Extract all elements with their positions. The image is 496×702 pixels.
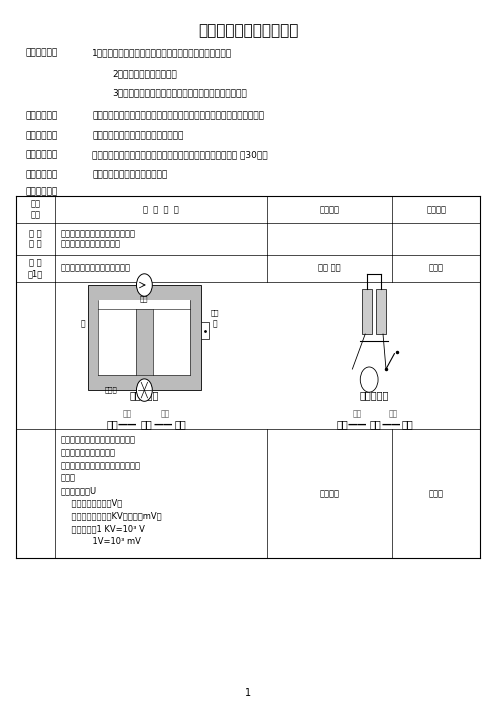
Text: 四、电压和电压表的使用: 四、电压和电压表的使用 <box>198 23 298 38</box>
Text: 电学实验组合箱，（电池两节、小灯泡、开关、电压表、导线 共30组）: 电学实验组合箱，（电池两节、小灯泡、开关、电压表、导线 共30组） <box>92 151 268 159</box>
Circle shape <box>136 274 152 296</box>
Circle shape <box>136 379 152 402</box>
Text: 水泵: 水泵 <box>106 420 118 430</box>
Bar <box>98 300 136 375</box>
Text: 形成: 形成 <box>388 409 398 418</box>
Text: ——: —— <box>153 420 173 430</box>
Text: 单位换算：1 KV=10³ V: 单位换算：1 KV=10³ V <box>61 524 145 533</box>
Text: 提 问
引 入: 提 问 引 入 <box>29 229 42 249</box>
Text: 探究串联电路和并联电路中电压的规律: 探究串联电路和并联电路中电压的规律 <box>92 131 184 140</box>
Text: A: A <box>367 376 372 383</box>
Text: 1V=10³ mV: 1V=10³ mV <box>61 536 141 545</box>
Text: 小灯泡亮是因为有电流通过灯泡，: 小灯泡亮是因为有电流通过灯泡， <box>61 436 136 445</box>
Text: 电压。: 电压。 <box>61 474 76 482</box>
Text: 讲 解
（1）: 讲 解 （1） <box>28 258 43 278</box>
Text: 【教学过程】: 【教学过程】 <box>25 187 58 197</box>
Bar <box>87 285 201 390</box>
Text: 电压: 电压 <box>370 420 381 430</box>
Text: 电压是形成电流的原因。: 电压是形成电流的原因。 <box>61 449 116 458</box>
Text: ——: —— <box>347 420 367 430</box>
Text: 保持: 保持 <box>123 409 132 418</box>
Text: 【实验器材】: 【实验器材】 <box>25 151 58 159</box>
Text: 【教学方法】: 【教学方法】 <box>25 171 58 179</box>
Text: 多媒体: 多媒体 <box>429 489 444 498</box>
Bar <box>376 289 386 334</box>
Text: ——: —— <box>381 420 401 430</box>
Bar <box>153 300 190 375</box>
Circle shape <box>360 367 378 392</box>
Text: 理解记忆: 理解记忆 <box>319 489 339 498</box>
Bar <box>136 309 153 375</box>
Text: 讨论 回答: 讨论 回答 <box>318 264 341 273</box>
Text: 2、学会正确使用电压表。: 2、学会正确使用电压表。 <box>112 69 177 79</box>
Text: 国际单位：伏特（V）: 国际单位：伏特（V） <box>61 499 122 508</box>
Text: 保持: 保持 <box>353 409 362 418</box>
Text: 讨论、归纳、实验、观察、探究: 讨论、归纳、实验、观察、探究 <box>92 171 168 179</box>
Text: 电源: 电源 <box>336 420 348 430</box>
Bar <box>362 289 372 334</box>
Text: 水流的形成: 水流的形成 <box>129 390 159 400</box>
Text: 多媒体: 多媒体 <box>429 264 444 273</box>
Text: 甲: 甲 <box>80 319 85 328</box>
Text: 水流、电流类比，得出电压概念: 水流、电流类比，得出电压概念 <box>61 264 131 273</box>
Text: 1: 1 <box>245 688 251 698</box>
Text: 水轮机: 水轮机 <box>105 387 117 393</box>
Text: 教学媒体: 教学媒体 <box>426 205 446 214</box>
Text: 电流的形成: 电流的形成 <box>360 390 389 400</box>
Text: 闭合开关，小灯泡为什么会亮？小
灯泡的亮度为什么不一样？: 闭合开关，小灯泡为什么会亮？小 灯泡的亮度为什么不一样？ <box>61 229 136 249</box>
Text: 电压的符号：U: 电压的符号：U <box>61 486 97 495</box>
Text: 形成: 形成 <box>161 409 170 418</box>
Text: ——: —— <box>118 420 137 430</box>
Text: 3、通过探究，知道串联电路和并联电路中电压的规律。: 3、通过探究，知道串联电路和并联电路中电压的规律。 <box>112 88 247 98</box>
Text: 常用单位：千伏（KV）毫伏（mV）: 常用单位：千伏（KV）毫伏（mV） <box>61 512 162 520</box>
Text: 学生活动: 学生活动 <box>319 205 339 214</box>
Bar <box>98 300 190 309</box>
Text: 电源的作用是维持正负极间有一定的: 电源的作用是维持正负极间有一定的 <box>61 461 141 470</box>
Text: 【教学难点】: 【教学难点】 <box>25 131 58 140</box>
Text: 学会正确使用电压表，通过探究知道串联电路和并联电路中电压的规律。: 学会正确使用电压表，通过探究知道串联电路和并联电路中电压的规律。 <box>92 112 264 120</box>
Text: 阀门: 阀门 <box>210 310 219 316</box>
Text: 水泵: 水泵 <box>140 295 149 302</box>
Text: 水压: 水压 <box>141 420 153 430</box>
Text: 教  学  内  容: 教 学 内 容 <box>143 205 179 214</box>
Text: 教师
活动: 教师 活动 <box>30 200 40 219</box>
Text: 水流: 水流 <box>175 420 186 430</box>
Text: 1、通过与水流的类比了解电压的概念，知道电压的单位。: 1、通过与水流的类比了解电压的概念，知道电压的单位。 <box>92 48 232 58</box>
Text: 乙: 乙 <box>213 319 217 328</box>
Text: 【教学重点】: 【教学重点】 <box>25 112 58 120</box>
Text: 【教学目标】: 【教学目标】 <box>25 48 58 58</box>
Bar <box>201 322 209 339</box>
Text: 电流: 电流 <box>402 420 414 430</box>
